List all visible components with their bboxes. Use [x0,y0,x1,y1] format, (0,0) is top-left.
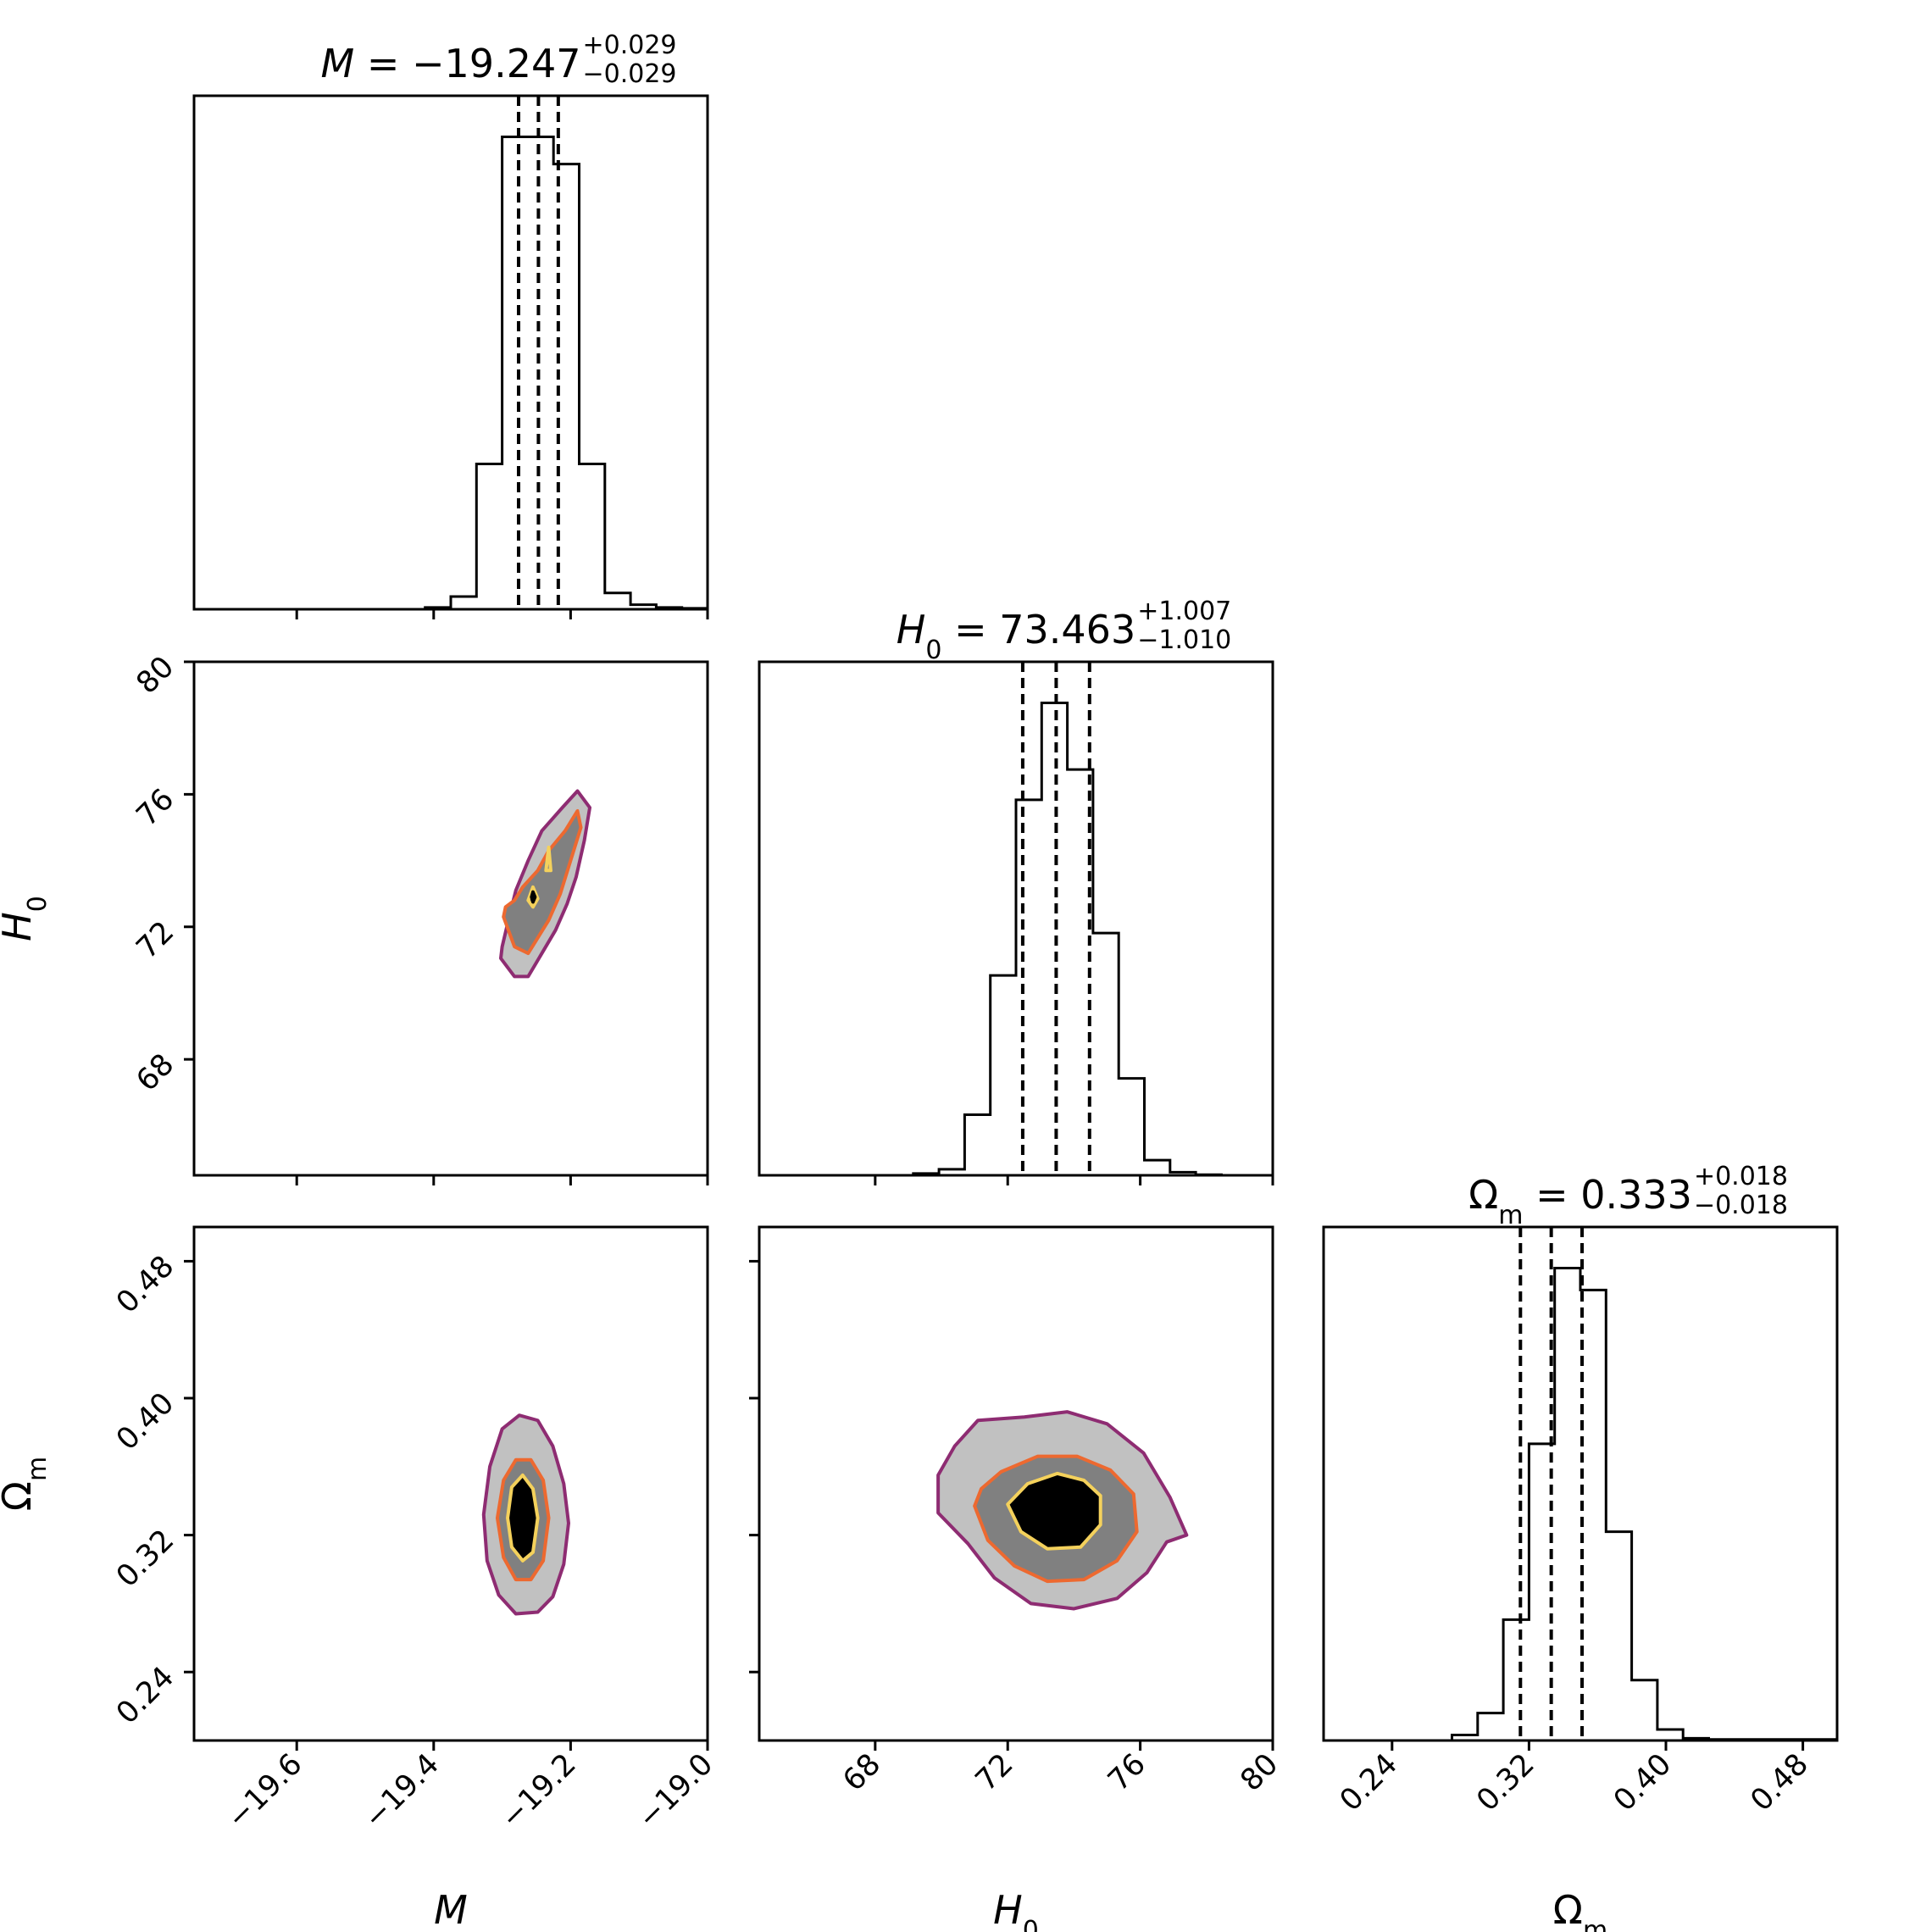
panel-frame [758,660,1274,1177]
xtick-label-M: −19.0 [631,1747,719,1835]
panel-H0-hist: H0 = 73.463 +1.007−1.010 [758,597,1274,1185]
ytick-label-Om: 0.48 [110,1249,180,1319]
xlabel-M: M [434,1887,468,1932]
panel-frame [192,660,709,1177]
xtick-label-H0: 72 [969,1747,1020,1798]
panel-frame [758,1225,1274,1742]
ylabel-Om: Ωm [0,1457,53,1511]
ytick-label-H0: 72 [130,915,181,966]
title-M: M = −19.247 [321,41,581,86]
ytick-label-H0: 68 [130,1047,181,1098]
contour-core-M-H0 [530,890,537,904]
contour-inner_b-M-H0 [544,845,552,873]
xtick-label-Om: 0.48 [1745,1747,1815,1818]
xtick-label-Om: 0.40 [1607,1747,1678,1818]
xtick-label-H0: 76 [1102,1747,1152,1798]
title-err-plus-M: +0.029 [583,31,677,60]
panel-frame [192,1225,709,1742]
panel-H0-vs-Om: 68 72 76 80 [749,1225,1285,1798]
ylabel-H0: H0 [0,896,53,941]
contour-inner-H0-Om [1006,1471,1102,1551]
xtick-label-Om: 0.32 [1470,1747,1541,1818]
xtick-label-H0: 68 [836,1747,887,1798]
xtick-label-H0: 80 [1235,1747,1285,1798]
title-err-minus-Om: −0.018 [1694,1191,1788,1220]
title-err-minus-H0: −1.010 [1137,625,1231,655]
xtick-label-Om: 0.24 [1334,1747,1404,1818]
panel-frame [1322,1225,1839,1742]
contour-middle-M-H0 [502,808,583,956]
panel-frame [192,94,709,611]
contour-inner-M-Om [506,1473,540,1563]
title-H0: H0 = 73.463 [897,607,1135,665]
xtick-label-M: −19.2 [495,1747,583,1835]
title-err-plus-H0: +1.007 [1137,597,1231,626]
ytick-label-Om: 0.40 [110,1386,180,1457]
title-err-plus-Om: +0.018 [1694,1162,1788,1191]
panel-Om-hist: Ωm = 0.333 +0.018−0.018 0.24 0.32 0.40 0.48 [1322,1162,1839,1818]
panel-M-vs-Om: −19.6 −19.4 −19.2 −19.0 0.24 0.32 0.40 0.48 [110,1225,719,1835]
xtick-label-M: −19.6 [220,1747,308,1835]
title-Om: Ωm = 0.333 [1468,1172,1692,1230]
ytick-label-Om: 0.24 [110,1660,180,1730]
ytick-label-H0: 80 [130,650,181,701]
histogram-M [194,135,708,611]
ytick-label-H0: 76 [130,782,181,833]
title-err-minus-M: −0.029 [583,59,677,89]
xlabel-H0: H0 [993,1887,1039,1932]
ytick-label-Om: 0.32 [110,1524,180,1594]
panel-M-vs-H0: 68 72 76 80 [130,650,709,1185]
xlabel-Om: Ωm [1553,1887,1607,1932]
histogram-Om [1324,1266,1837,1742]
panel-M-hist: M = −19.247 +0.029−0.029 [192,31,709,619]
histogram-H0 [759,701,1273,1177]
xtick-label-M: −19.4 [358,1747,446,1835]
